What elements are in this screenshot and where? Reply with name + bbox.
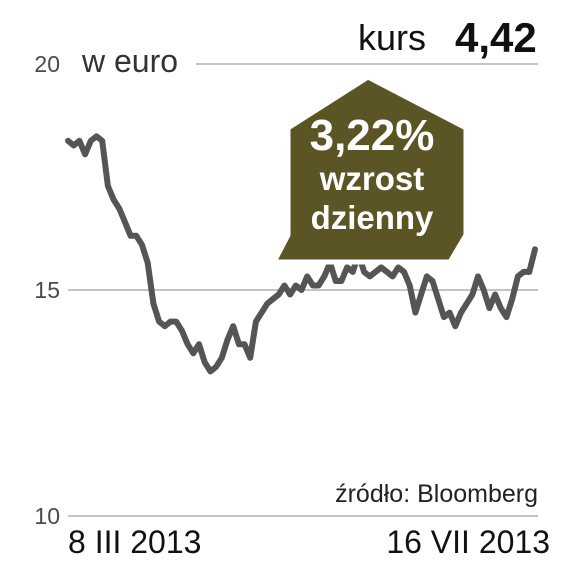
- y-tick-label-15: 15: [34, 277, 60, 303]
- y-tick-label-20: 20: [34, 51, 60, 77]
- badge-line-2: dzienny: [311, 199, 434, 236]
- badge-percent: 3,22%: [310, 111, 435, 160]
- kurs-value: 4,42: [455, 14, 537, 61]
- y-axis-ticks: 20 15 10: [34, 51, 60, 529]
- kurs-label: kurs: [358, 17, 426, 58]
- x-end-label: 16 VII 2013: [386, 524, 550, 560]
- x-start-label: 8 III 2013: [68, 524, 201, 560]
- up-arrow-shape: [271, 74, 469, 265]
- source-label: źródło: Bloomberg: [335, 480, 538, 508]
- y-tick-label-10: 10: [34, 503, 60, 529]
- unit-label: w euro: [81, 43, 178, 79]
- daily-change-badge: 3,22% wzrost dzienny: [271, 74, 469, 265]
- badge-line-1: wzrost: [319, 160, 425, 197]
- price-series-line: [65, 133, 538, 375]
